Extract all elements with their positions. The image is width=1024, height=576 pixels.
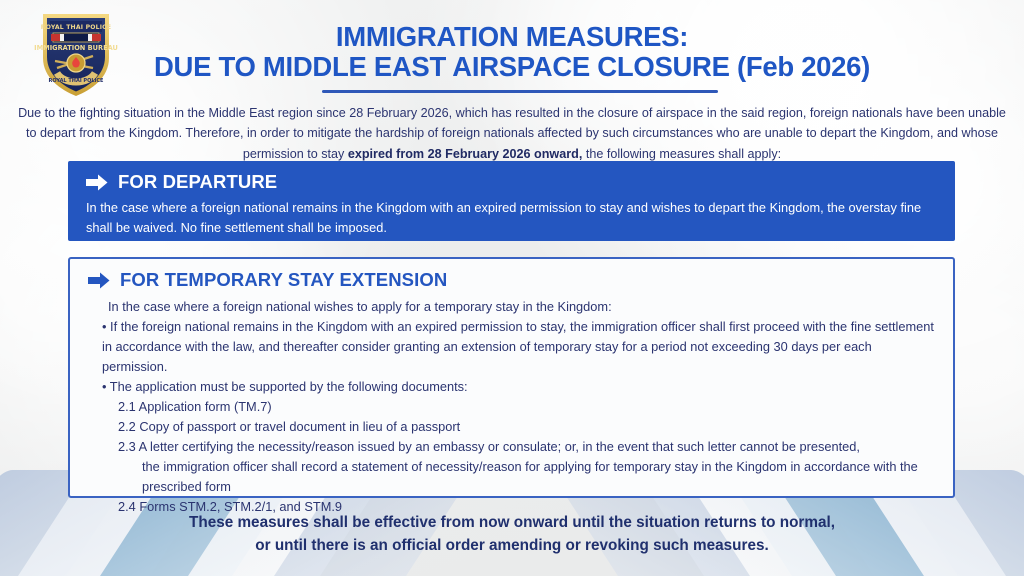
section-for-departure: FOR DEPARTURE In the case where a foreig… (68, 161, 955, 241)
extension-body: In the case where a foreign national wis… (88, 297, 937, 516)
intro-paragraph: Due to the fighting situation in the Mid… (14, 103, 1010, 164)
footer-line-1: These measures shall be effective from n… (189, 514, 835, 531)
arrow-right-icon (86, 174, 108, 190)
document-text: Forms STM.2, STM.2/1, and STM.9 (139, 498, 343, 514)
title-line-1: IMMIGRATION MEASURES: (335, 21, 689, 52)
svg-text:IMMIGRATION BUREAU: IMMIGRATION BUREAU (34, 44, 118, 52)
arrow-right-icon (88, 272, 110, 288)
extension-lead-text: In the case where a foreign national wis… (108, 299, 612, 314)
intro-part-1: Due to the fighting situation in the Mid… (18, 106, 1006, 161)
document-item: 2.1 Application form (TM.7) (92, 397, 937, 417)
extension-heading-row: FOR TEMPORARY STAY EXTENSION (88, 269, 937, 291)
svg-text:ROYAL THAI POLICE: ROYAL THAI POLICE (49, 78, 105, 84)
intro-part-2: the following measures shall apply: (582, 146, 782, 161)
extension-heading: FOR TEMPORARY STAY EXTENSION (120, 269, 448, 290)
document-text-continued: the immigration officer shall record a s… (142, 458, 918, 494)
document-number: 2.4 (118, 498, 136, 514)
document-item: 2.3 A letter certifying the necessity/re… (92, 437, 937, 497)
svg-text:ROYAL THAI POLICE: ROYAL THAI POLICE (41, 24, 111, 31)
document-text: Application form (TM.7) (138, 398, 272, 414)
title-line-2: DUE TO MIDDLE EAST AIRSPACE CLOSURE (Feb… (0, 50, 1024, 82)
title-line-2-main: DUE TO MIDDLE EAST AIRSPACE CLOSURE (153, 50, 737, 82)
document-text: Copy of passport or travel document in l… (139, 418, 461, 434)
section-for-temporary-stay-extension: FOR TEMPORARY STAY EXTENSION In the case… (68, 257, 955, 514)
departure-heading-row: FOR DEPARTURE (86, 171, 937, 193)
footer-line-2: or until there is an official order amen… (255, 537, 769, 555)
document-item: 2.2 Copy of passport or travel document … (92, 417, 937, 437)
document-item: 2.4 Forms STM.2, STM.2/1, and STM.9 (92, 497, 937, 517)
document-number: 2.2 (118, 418, 136, 434)
document-text: A letter certifying the necessity/reason… (138, 438, 860, 454)
extension-bullet-2: • The application must be supported by t… (102, 378, 468, 394)
title-underline-rule (322, 90, 718, 93)
intro-bold-clause: expired from 28 February 2026 onward, (347, 146, 583, 161)
departure-body-text: In the case where a foreign national rem… (86, 200, 922, 235)
document-number: 2.1 (118, 398, 136, 414)
departure-heading: FOR DEPARTURE (118, 171, 278, 192)
extension-bullet-1: • If the foreign national remains in the… (102, 318, 934, 374)
police-badge-icon: ROYAL THAI POLICE IMMIGRATION BUREAU ROY… (31, 6, 121, 100)
page-title: IMMIGRATION MEASURES: DUE TO MIDDLE EAST… (0, 22, 1024, 81)
footer-note: These measures shall be effective from n… (0, 511, 1024, 558)
title-date-parenthetical: (Feb 2026) (737, 50, 871, 82)
document-number: 2.3 (118, 438, 136, 454)
